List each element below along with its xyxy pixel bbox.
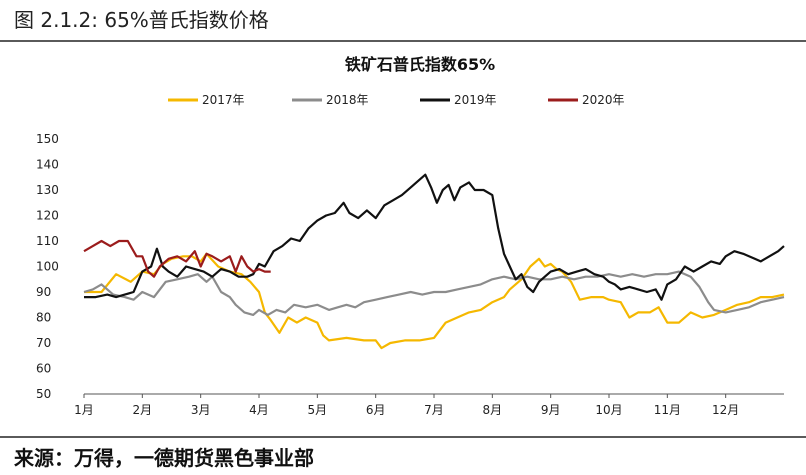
bottom-rule	[0, 436, 806, 438]
x-tick-label: 9月	[541, 403, 561, 417]
x-tick-label: 5月	[308, 403, 328, 417]
x-axis: 1月 2月 3月 4月 5月 6月 7月 8月 9月 10月 11月 12月	[74, 393, 784, 417]
x-tick-label: 1月	[74, 403, 94, 417]
legend-label: 2020年	[582, 93, 625, 107]
y-tick-label: 100	[36, 260, 59, 274]
y-axis: 50 60 70 80 90 100 110 120 130 140 150	[36, 132, 59, 401]
legend: 2017年 2018年 2019年 2020年	[168, 93, 625, 107]
x-tick-label: 3月	[191, 403, 211, 417]
legend-label: 2018年	[326, 93, 369, 107]
source-note: 来源：万得，一德期货黑色事业部	[14, 446, 314, 470]
y-tick-label: 130	[36, 183, 59, 197]
x-tick-label: 4月	[249, 403, 269, 417]
y-tick-label: 140	[36, 158, 59, 172]
y-tick-label: 70	[36, 336, 51, 350]
x-tick-label: 11月	[654, 403, 681, 417]
y-tick-label: 110	[36, 234, 59, 248]
x-tick-label: 2月	[133, 403, 153, 417]
y-tick-label: 50	[36, 387, 51, 401]
y-tick-label: 60	[36, 362, 51, 376]
series-line-3	[84, 173, 785, 301]
y-tick-label: 80	[36, 311, 51, 325]
top-rule	[0, 40, 806, 42]
x-tick-label: 7月	[424, 403, 444, 417]
series-line-1	[84, 252, 785, 350]
series-layer	[83, 173, 785, 350]
chart: 铁矿石普氏指数65% 2017年 2018年 2019年 2020年 50 60 70 80…	[36, 55, 785, 417]
x-tick-label: 10月	[595, 403, 622, 417]
legend-label: 2019年	[454, 93, 497, 107]
series-line-4	[83, 239, 271, 278]
x-tick-label: 12月	[712, 403, 739, 417]
y-tick-label: 90	[36, 285, 51, 299]
series-line-2	[83, 270, 785, 316]
y-tick-label: 150	[36, 132, 59, 146]
x-tick-label: 8月	[483, 403, 503, 417]
chart-title: 铁矿石普氏指数65%	[345, 55, 495, 74]
y-tick-label: 120	[36, 209, 59, 223]
x-tick-label: 6月	[366, 403, 386, 417]
figure-caption: 图 2.1.2: 65%普氏指数价格	[14, 8, 269, 32]
legend-label: 2017年	[202, 93, 245, 107]
